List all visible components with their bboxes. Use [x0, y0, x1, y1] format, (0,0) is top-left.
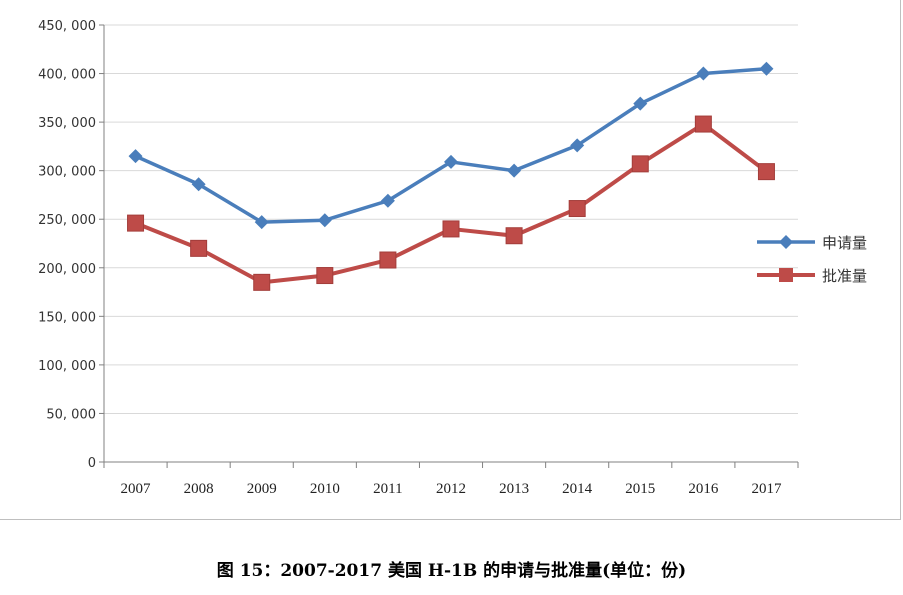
data-point-square [253, 273, 271, 291]
y-tick-label: 200, 000 [38, 262, 96, 277]
data-point-square [127, 214, 145, 232]
data-point-square [316, 267, 334, 285]
data-point-diamond [317, 213, 332, 228]
x-tick-label: 2009 [247, 481, 277, 497]
chart-frame [0, 0, 901, 520]
figure-caption: 图 15：2007-2017 美国 H-1B 的申请与批准量(单位：份) [216, 561, 687, 581]
data-point-diamond [570, 138, 585, 153]
data-point-diamond [380, 193, 395, 208]
axes [99, 24, 799, 468]
data-point-square [505, 227, 523, 245]
line-chart: 0 50, 000 100, 000 150, 000 200, 000 250, 000… [38, 19, 867, 497]
y-tick-label: 50, 000 [46, 407, 96, 422]
data-point-diamond [633, 96, 648, 111]
data-point-diamond [191, 177, 206, 192]
data-point-square [757, 163, 775, 181]
x-tick-label: 2010 [310, 481, 340, 497]
x-tick-label: 2012 [436, 481, 466, 497]
data-point-square [442, 220, 460, 238]
data-point-square [694, 115, 712, 133]
grid-lines [104, 24, 798, 414]
y-tick-label: 450, 000 [38, 19, 96, 34]
data-point-square [379, 251, 397, 269]
x-tick-label: 2008 [184, 481, 214, 497]
y-tick-label: 0 [88, 456, 96, 471]
data-point-diamond [128, 149, 143, 164]
y-tick-label: 400, 000 [38, 68, 96, 83]
data-point-diamond [759, 61, 774, 76]
x-tick-label: 2013 [499, 481, 529, 497]
y-tick-label: 300, 000 [38, 165, 96, 180]
legend-label-1: 申请量 [822, 234, 867, 252]
data-point-diamond [507, 163, 522, 178]
y-tick-labels: 0 50, 000 100, 000 150, 000 200, 000 250, 000… [38, 19, 96, 471]
legend-marker-diamond [779, 235, 793, 249]
y-tick-label: 250, 000 [38, 213, 96, 228]
x-tick-label: 2017 [751, 481, 782, 497]
data-point-square [631, 155, 649, 173]
x-tick-label: 2016 [688, 481, 719, 497]
data-point-diamond [444, 154, 458, 169]
x-tick-label: 2014 [562, 481, 593, 497]
x-tick-labels: 2007 2008 2009 2010 2011 2012 2013 2014 2015 2016… [121, 481, 782, 497]
data-point-diamond [254, 215, 269, 230]
x-tick-label: 2015 [625, 481, 655, 497]
x-tick-label: 2011 [373, 481, 402, 497]
data-point-square [190, 239, 208, 257]
data-point-square [568, 200, 586, 218]
legend-marker-square [779, 268, 793, 282]
y-tick-label: 100, 000 [38, 359, 96, 374]
x-tick-label: 2007 [121, 481, 152, 497]
series [127, 61, 775, 291]
legend-label-2: 批准量 [822, 267, 867, 285]
data-point-diamond [696, 66, 711, 81]
y-tick-label: 350, 000 [38, 116, 96, 131]
y-tick-label: 150, 000 [38, 310, 96, 325]
